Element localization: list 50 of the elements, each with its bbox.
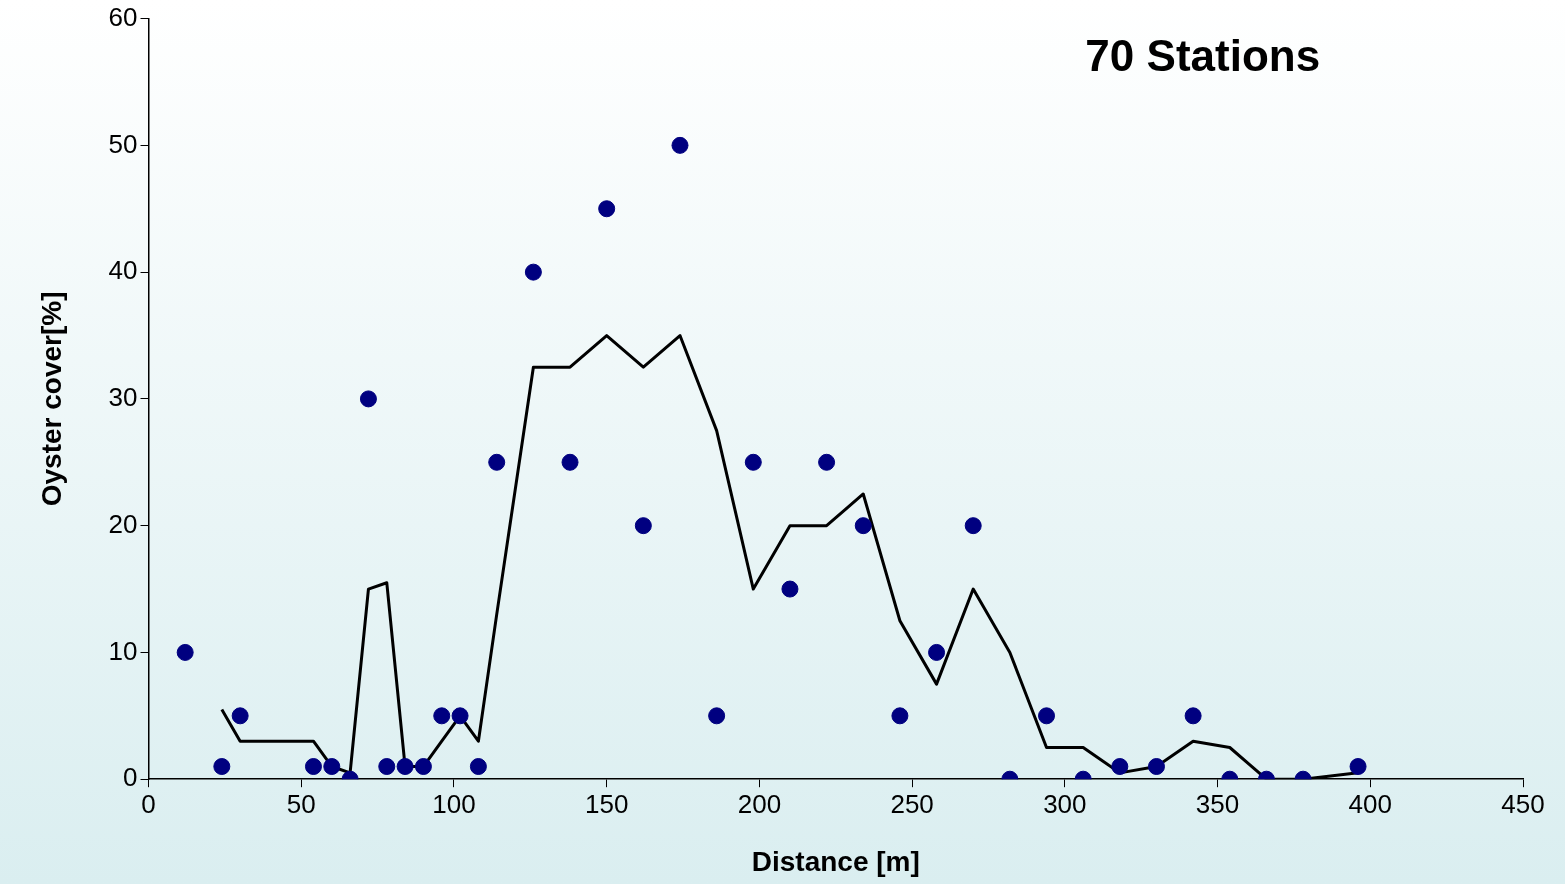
point — [469, 758, 487, 776]
point — [433, 707, 451, 725]
point — [1111, 758, 1129, 776]
x-tick-label: 200 — [737, 788, 782, 819]
point — [928, 643, 946, 661]
y-tick-label: 60 — [108, 1, 138, 32]
point — [304, 758, 322, 776]
x-tick-label: 250 — [890, 788, 934, 819]
x-tick-label: 400 — [1348, 788, 1392, 819]
point — [818, 453, 836, 471]
y-tick-label: 40 — [108, 255, 138, 286]
point — [1038, 707, 1056, 725]
x-tick-label: 100 — [432, 788, 476, 819]
point — [708, 707, 726, 725]
point — [414, 758, 432, 776]
point — [359, 390, 377, 408]
point — [1349, 758, 1367, 776]
x-tick-label: 350 — [1195, 788, 1240, 819]
point — [671, 136, 689, 154]
point — [964, 517, 982, 535]
point — [1184, 707, 1202, 725]
point — [891, 707, 909, 725]
point — [561, 453, 579, 471]
point — [854, 517, 872, 535]
x-tick-label: 150 — [584, 788, 629, 819]
point — [781, 580, 799, 598]
x-tick-label: 50 — [286, 788, 316, 819]
point — [488, 453, 506, 471]
y-tick-label: 20 — [108, 508, 138, 539]
y-tick-label: 30 — [108, 382, 138, 413]
point — [524, 263, 542, 281]
point — [378, 758, 396, 776]
point — [598, 200, 616, 218]
x-tick-label: 450 — [1501, 788, 1545, 819]
point — [451, 707, 469, 725]
point — [396, 758, 414, 776]
y-tick-label: 10 — [108, 635, 138, 666]
point — [323, 758, 341, 776]
y-tick-label: 0 — [123, 762, 138, 793]
x-tick-label: 300 — [1043, 788, 1087, 819]
y-tick-label: 50 — [108, 128, 138, 159]
x-axis-title: Distance [m] — [751, 845, 920, 877]
point — [1147, 758, 1165, 776]
point — [744, 453, 762, 471]
point — [634, 517, 652, 535]
y-axis-title: Oyster cover[%] — [35, 291, 67, 507]
point — [176, 643, 194, 661]
annotation: 70 Stations — [1085, 30, 1321, 80]
point — [231, 707, 249, 725]
point — [213, 758, 231, 776]
